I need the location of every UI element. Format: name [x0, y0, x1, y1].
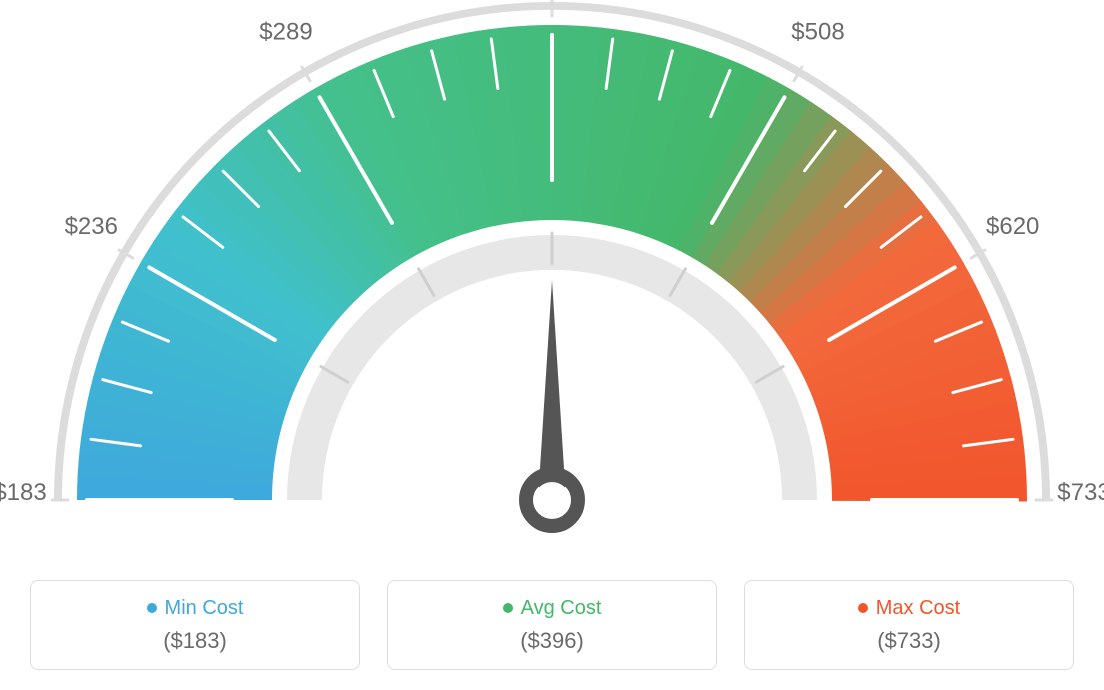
gauge-tick-label: $236 — [65, 213, 118, 240]
min-cost-label-row: Min Cost — [147, 597, 244, 620]
min-dot-icon — [147, 603, 157, 613]
avg-dot-icon — [503, 603, 513, 613]
avg-cost-label-row: Avg Cost — [503, 597, 602, 620]
max-cost-card: Max Cost ($733) — [744, 580, 1074, 670]
gauge-svg: $183$236$289$396$508$620$733 — [0, 0, 1104, 560]
gauge-chart: $183$236$289$396$508$620$733 — [0, 0, 1104, 560]
min-cost-label: Min Cost — [165, 597, 244, 620]
gauge-tick-label: $289 — [259, 18, 312, 45]
max-cost-label: Max Cost — [876, 597, 960, 620]
min-cost-value: ($183) — [163, 628, 227, 654]
gauge-tick-label: $620 — [986, 213, 1039, 240]
gauge-tick-label: $733 — [1057, 479, 1104, 506]
max-cost-label-row: Max Cost — [858, 597, 960, 620]
legend-cards: Min Cost ($183) Avg Cost ($396) Max Cost… — [0, 580, 1104, 670]
avg-cost-value: ($396) — [520, 628, 584, 654]
avg-cost-card: Avg Cost ($396) — [387, 580, 717, 670]
gauge-tick-label: $508 — [791, 18, 844, 45]
max-dot-icon — [858, 603, 868, 613]
gauge-tick-label: $183 — [0, 479, 47, 506]
min-cost-card: Min Cost ($183) — [30, 580, 360, 670]
avg-cost-label: Avg Cost — [521, 597, 602, 620]
max-cost-value: ($733) — [877, 628, 941, 654]
